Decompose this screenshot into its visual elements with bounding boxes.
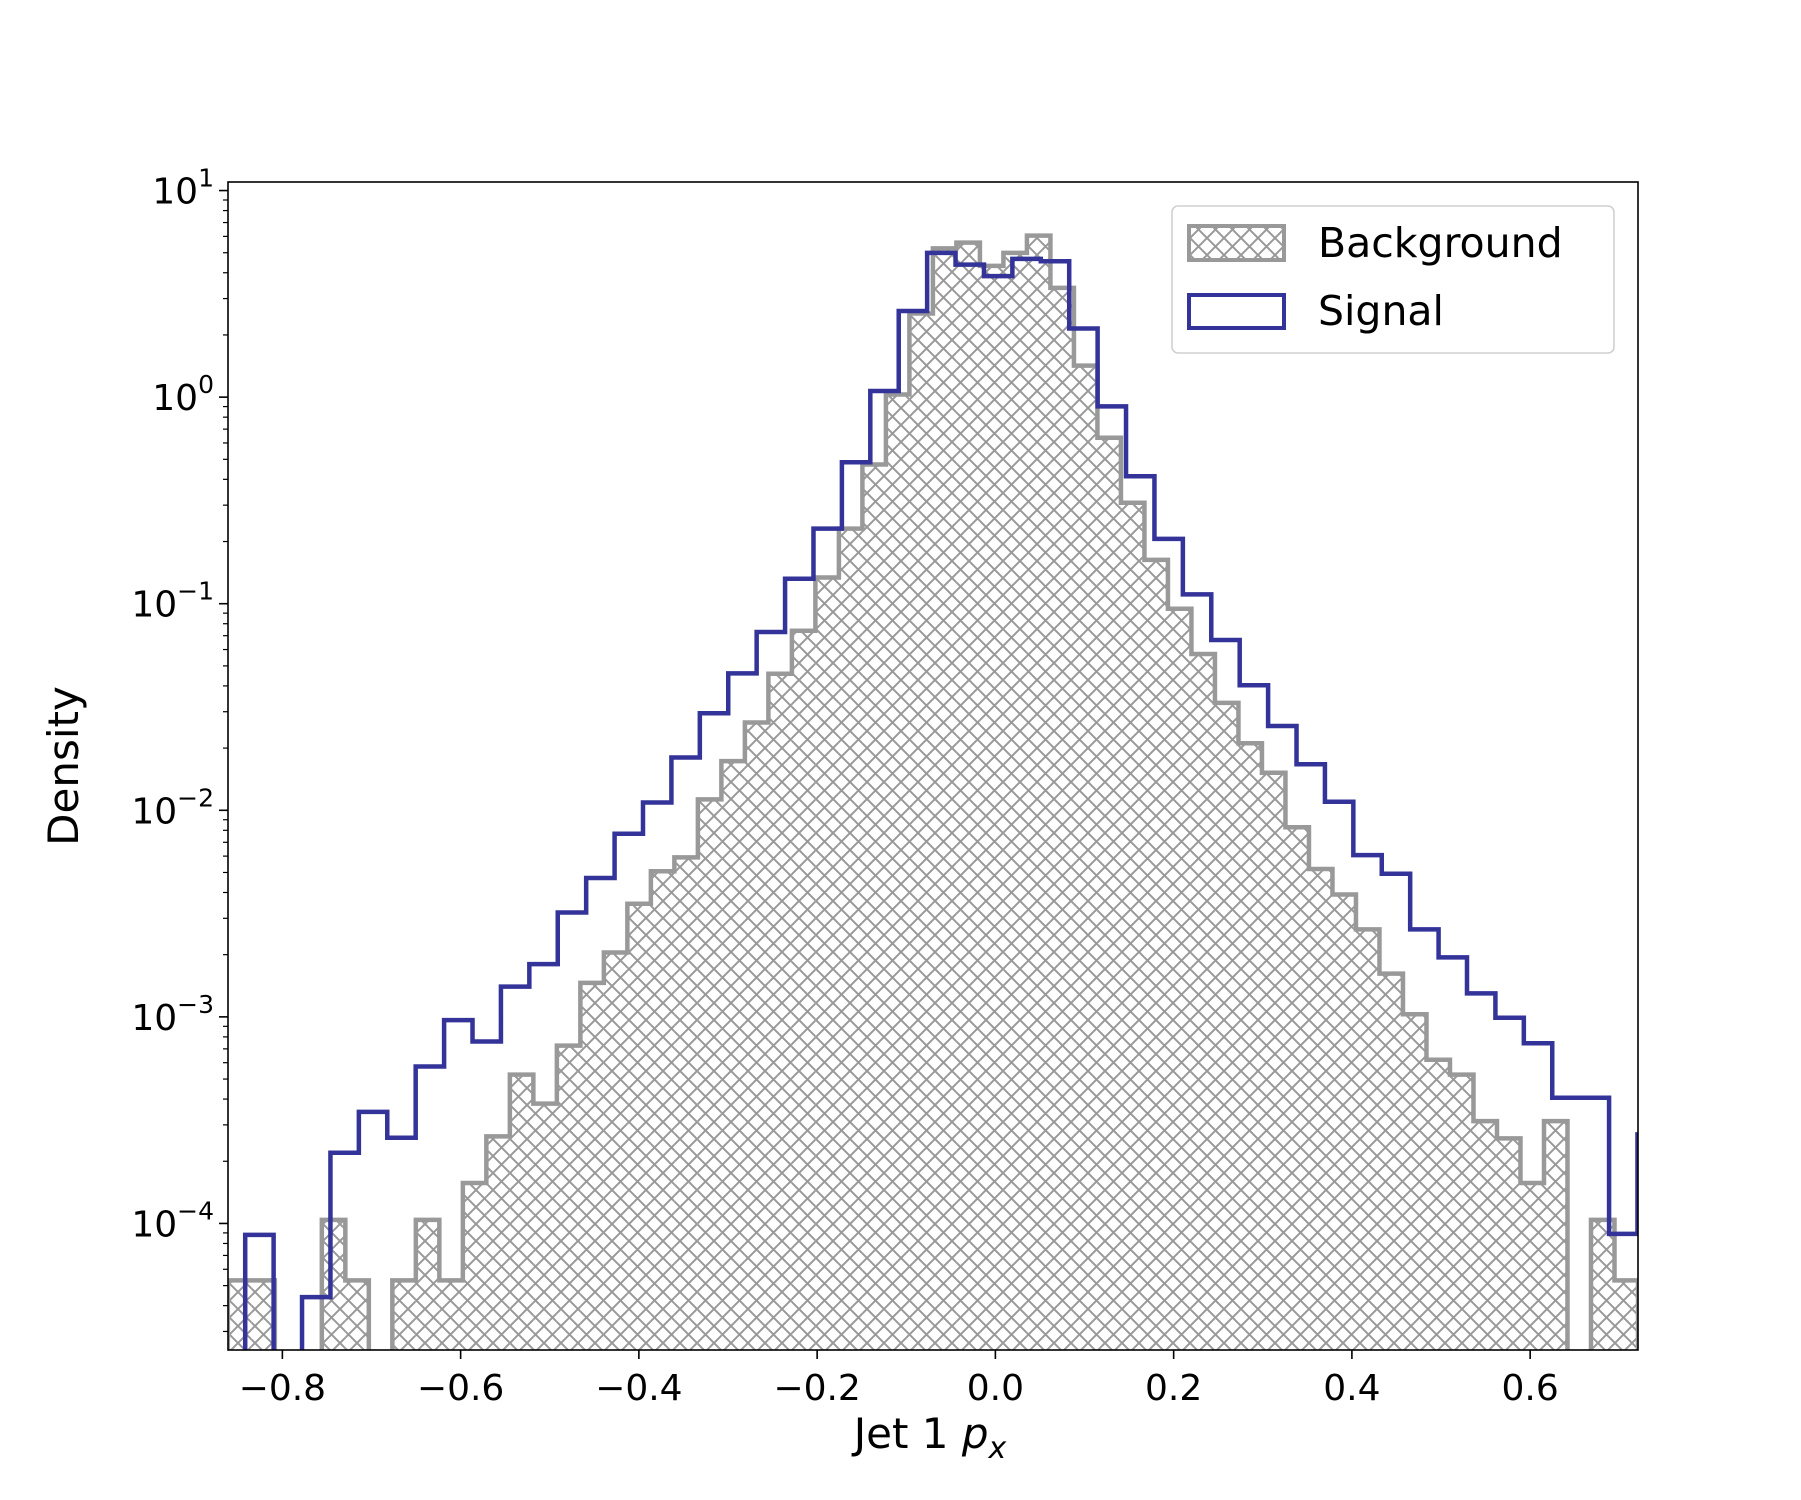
x-tick-label: 0.4	[1323, 1368, 1380, 1409]
background-bar	[1097, 437, 1121, 1350]
background-bar	[768, 673, 792, 1350]
legend-background-swatch	[1187, 224, 1286, 262]
background-bar	[486, 1136, 510, 1350]
background-bar	[1379, 973, 1403, 1350]
background-bar	[979, 265, 1004, 1350]
y-axis-label: Density	[39, 686, 88, 846]
background-bar	[533, 1103, 557, 1350]
background-bar	[462, 1182, 487, 1350]
background-bar	[509, 1074, 534, 1350]
legend-background-label: Background	[1318, 219, 1563, 267]
background-bar	[838, 528, 863, 1350]
axes-frame	[227, 181, 1639, 1351]
background-bar	[1496, 1138, 1521, 1350]
plot-area	[228, 233, 1638, 1350]
y-tick-label: 10−1	[131, 577, 214, 626]
background-bar	[815, 577, 839, 1350]
background-bar	[1214, 702, 1239, 1350]
x-tick-label: 0.6	[1502, 1368, 1559, 1409]
signal-outline	[242, 250, 1638, 1350]
background-bar	[862, 464, 886, 1350]
background-bar	[650, 871, 675, 1350]
background-bar	[1167, 608, 1192, 1350]
background-bar	[1073, 365, 1098, 1350]
x-tick-label: 0.0	[967, 1368, 1024, 1409]
background-outline	[228, 233, 1638, 1350]
series-signal	[242, 250, 1638, 1350]
x-tick-label: −0.8	[239, 1368, 326, 1409]
background-bar	[1261, 772, 1286, 1350]
y-tick-label: 10−2	[131, 783, 214, 832]
background-bar	[1332, 894, 1356, 1350]
background-bar	[415, 1219, 440, 1350]
x-tick-label: −0.2	[773, 1368, 860, 1409]
background-bar	[1308, 868, 1333, 1350]
background-bar	[1238, 743, 1262, 1350]
background-bar	[697, 799, 722, 1350]
background-bar	[744, 722, 769, 1350]
x-axis: −0.8 −0.6 −0.4 −0.2 0.0 0.2 0.4 0.6	[239, 1350, 1559, 1409]
y-tick-label: 10−3	[131, 990, 214, 1039]
background-bar	[603, 952, 628, 1350]
background-bar	[721, 761, 745, 1350]
background-bar	[1449, 1074, 1474, 1350]
background-bar	[1191, 653, 1215, 1350]
background-bar	[1003, 252, 1027, 1350]
background-bar	[392, 1280, 416, 1350]
y-tick-label: 100	[152, 370, 214, 419]
x-tick-label: −0.4	[595, 1368, 682, 1409]
background-bar	[932, 248, 957, 1350]
legend: Background Signal	[1171, 205, 1615, 354]
legend-signal-swatch	[1187, 293, 1286, 330]
background-bar	[251, 1280, 275, 1350]
background-bar	[1120, 502, 1145, 1350]
background-bar	[885, 394, 910, 1350]
background-bar	[439, 1280, 463, 1350]
x-tick-label: −0.6	[417, 1368, 504, 1409]
background-bar	[580, 982, 604, 1350]
background-bar	[1614, 1280, 1638, 1350]
background-bar	[1520, 1182, 1544, 1350]
background-bar	[1285, 827, 1309, 1350]
background-bar	[1144, 559, 1168, 1350]
background-bar	[345, 1280, 369, 1350]
background-bar	[1590, 1219, 1615, 1350]
background-bar	[1402, 1014, 1427, 1350]
background-bar	[791, 630, 816, 1350]
y-tick-label: 101	[152, 164, 214, 213]
background-bar	[1355, 929, 1380, 1350]
background-bar	[1050, 287, 1074, 1350]
legend-signal-label: Signal	[1318, 287, 1444, 335]
background-bar	[956, 242, 980, 1350]
x-tick-label: 0.2	[1145, 1368, 1202, 1409]
background-bar	[321, 1219, 346, 1350]
background-bar	[556, 1045, 581, 1350]
background-bar	[674, 857, 698, 1350]
background-bar	[1026, 235, 1051, 1350]
y-axis: 10−4 10−3 10−2 10−1 100 101	[131, 164, 228, 1333]
background-bar	[909, 313, 933, 1350]
background-bar	[1426, 1059, 1450, 1350]
background-bar	[1473, 1121, 1497, 1350]
background-bar	[1543, 1121, 1568, 1350]
x-axis-label: Jet 1 px	[851, 1409, 1007, 1466]
y-tick-label: 10−4	[131, 1196, 214, 1245]
background-bar	[627, 903, 651, 1350]
series-background	[228, 233, 1638, 1350]
